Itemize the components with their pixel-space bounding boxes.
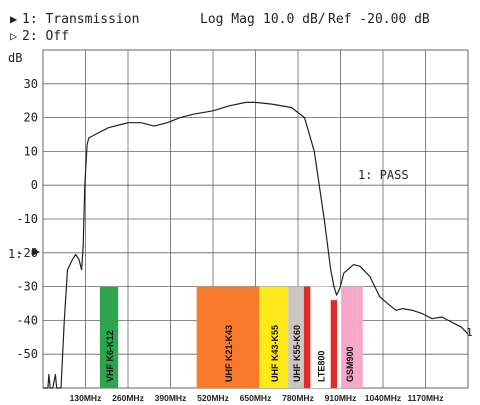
- y-tick-label: -40: [16, 313, 38, 327]
- band-label: UHF K21-K43: [224, 325, 234, 382]
- x-tick-label: 1040MHz: [365, 393, 401, 403]
- format-label: Log Mag: [200, 12, 255, 27]
- x-tick-label: 780MHz: [282, 393, 314, 403]
- x-tick-label: 260MHz: [112, 393, 144, 403]
- band-rect: [288, 286, 304, 388]
- band-rect: [337, 286, 342, 388]
- scale-label: 10.0 dB/: [263, 12, 326, 27]
- frequency-bands: VHF K6-K12 UHF K21-K43 UHF K43-K55 UHF K55-…: [99, 286, 363, 388]
- x-tick-label: 390MHz: [155, 393, 187, 403]
- y-tick-label: 10: [24, 144, 38, 158]
- end-marker-label: 1: [466, 326, 473, 339]
- band-rect: [356, 286, 363, 388]
- band-rect: [259, 286, 289, 388]
- ch2-marker: ▷: [10, 29, 18, 43]
- band-label: VHF K6-K12: [105, 330, 115, 382]
- trace-line: [43, 101, 469, 389]
- band-label: UHF K55-K60: [292, 325, 302, 382]
- reference-marker: 1:: [8, 247, 40, 261]
- x-tick-label: 910MHz: [325, 393, 357, 403]
- x-tick-label: 1170MHz: [408, 393, 444, 403]
- ref-label: Ref -20.00 dB: [328, 12, 430, 27]
- y-tick-label: -10: [16, 212, 38, 226]
- y-tick-label: -50: [16, 347, 38, 361]
- band-label: GSM900: [345, 346, 355, 382]
- band-rect: [99, 286, 119, 388]
- trace-group: [43, 101, 469, 389]
- x-tick-label: 520MHz: [197, 393, 229, 403]
- band-rect: [310, 286, 331, 388]
- band-rect: [341, 286, 357, 388]
- x-tick-label: 650MHz: [240, 393, 272, 403]
- y-unit-label: dB: [8, 51, 22, 65]
- band-label: UHF K43-K55: [270, 325, 280, 382]
- x-tick-label: 130MHz: [70, 393, 102, 403]
- y-tick-label: 0: [31, 178, 38, 192]
- ch2-label: 2: Off: [22, 29, 69, 44]
- ref-marker-label: 1:: [8, 247, 22, 261]
- ref-marker-arrow: [32, 248, 40, 256]
- ch1-marker: ▶: [10, 12, 18, 26]
- y-tick-label: -30: [16, 280, 38, 294]
- band-rect: [330, 300, 338, 388]
- x-tick-labels: 130MHz 260MHz 390MHz 520MHz 650MHz 780MHz 910M…: [70, 393, 444, 403]
- band-rect: [303, 286, 311, 388]
- y-tick-label: 30: [24, 77, 38, 91]
- y-tick-label: 20: [24, 111, 38, 125]
- pass-label: 1: PASS: [358, 168, 409, 182]
- band-rect: [196, 286, 260, 388]
- band-label: LTE800: [317, 351, 327, 382]
- ch1-label: 1: Transmission: [22, 12, 139, 27]
